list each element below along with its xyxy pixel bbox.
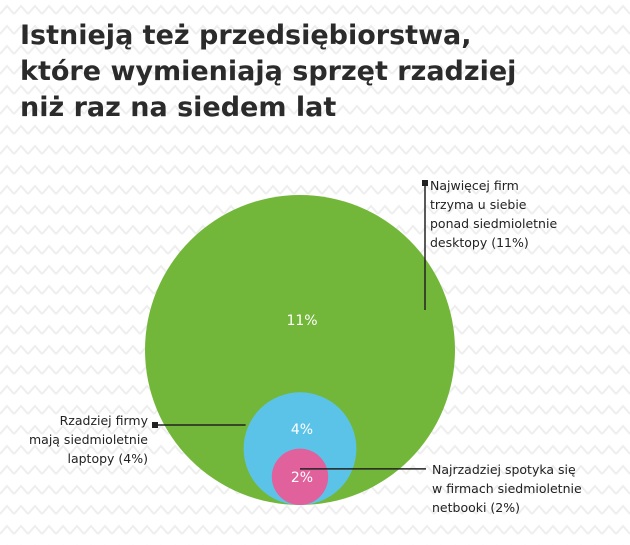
- chart-title: które wymieniają sprzęt rzadziej: [20, 56, 516, 87]
- chart-title: niż raz na siedem lat: [20, 92, 336, 123]
- bubble: [271, 448, 329, 505]
- annotation: laptopy (4%): [67, 451, 148, 466]
- callout-dot: [422, 180, 428, 186]
- value-label: 2%: [291, 470, 313, 486]
- bubble: [243, 392, 357, 505]
- bubble: [145, 195, 455, 505]
- annotation: trzyma u siebie: [430, 197, 527, 212]
- annotation: Rzadziej firmy: [60, 413, 149, 428]
- value-label: 11%: [286, 313, 317, 329]
- annotation: ponad siedmioletnie: [430, 216, 557, 231]
- annotation: netbooki (2%): [432, 500, 520, 515]
- annotation: Najrzadziej spotyka się: [432, 462, 576, 477]
- annotation: desktopy (11%): [430, 235, 529, 250]
- annotation: mają siedmioletnie: [29, 432, 148, 447]
- chart-title: Istnieją też przedsiębiorstwa,: [20, 20, 472, 51]
- annotation: Najwięcej firm: [430, 178, 519, 193]
- annotation: w firmach siedmioletnie: [432, 481, 582, 496]
- callout-dot: [152, 422, 158, 428]
- value-label: 4%: [291, 422, 313, 438]
